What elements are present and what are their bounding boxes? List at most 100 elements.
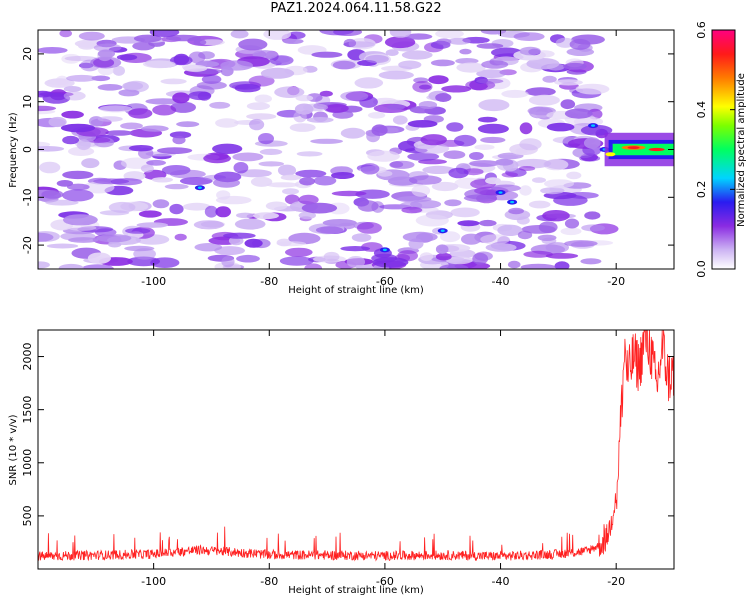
noise-blob — [564, 218, 580, 229]
noise-blob — [90, 56, 122, 69]
noise-blob — [152, 199, 170, 209]
noise-blob — [508, 207, 524, 215]
noise-blob — [38, 105, 57, 112]
y-tick-label: -10 — [21, 188, 34, 206]
noise-blob — [62, 189, 94, 202]
y-tick-label: 2000 — [21, 343, 34, 371]
noise-blob — [38, 141, 51, 148]
noise-blob — [461, 233, 482, 245]
noise-blob — [260, 67, 295, 79]
noise-blob — [253, 212, 279, 220]
noise-blob — [99, 210, 130, 216]
noise-blob — [519, 46, 541, 56]
noise-blob — [340, 127, 366, 139]
noise-blob — [83, 181, 115, 194]
noise-blob — [331, 172, 355, 179]
noise-blob — [48, 116, 67, 128]
noise-blob — [298, 211, 316, 220]
noise-blob — [435, 93, 452, 102]
noise-blob — [295, 94, 314, 102]
snr-panel: -100 -80 -60 -40 -20 500 1000 1500 2000 Height o… — [8, 329, 675, 596]
noise-blob — [234, 83, 261, 93]
noise-blob — [274, 86, 305, 98]
noise-blob — [544, 179, 574, 189]
noise-blob — [169, 203, 184, 215]
noise-blob — [469, 160, 500, 167]
noise-blob — [63, 91, 86, 101]
noise-blob — [532, 177, 546, 183]
noise-blob — [215, 118, 239, 128]
noise-blob — [127, 256, 160, 267]
noise-blob — [233, 162, 249, 174]
noise-blob — [367, 112, 386, 119]
noise-blob — [472, 252, 489, 265]
noise-blob — [116, 54, 138, 61]
noise-blob — [566, 171, 582, 180]
colorbar-tick-label: 0.0 — [695, 260, 708, 278]
noise-blob — [332, 60, 356, 70]
noise-blob — [319, 30, 354, 36]
noise-blob — [441, 85, 472, 93]
noise-blob — [407, 152, 440, 161]
noise-blob — [216, 190, 231, 200]
noise-blob — [188, 51, 206, 64]
noise-blob — [566, 47, 595, 57]
noise-blob — [311, 51, 343, 58]
noise-blob — [299, 177, 316, 186]
noise-blob — [38, 146, 65, 152]
noise-blob — [232, 152, 264, 162]
noise-blob — [285, 247, 313, 257]
x-tick-label: -20 — [607, 575, 625, 588]
noise-blob — [476, 69, 506, 79]
noise-blob — [537, 234, 557, 241]
noise-blob — [133, 248, 157, 260]
snr-xlabel: Height of straight line (km) — [288, 585, 424, 596]
y-tick-label: 0 — [21, 146, 34, 153]
x-tick-label: -40 — [492, 575, 510, 588]
x-tick-label: -80 — [260, 275, 278, 288]
noise-blob — [540, 187, 565, 195]
noise-blob — [60, 123, 96, 133]
noise-blob — [157, 147, 193, 155]
noise-blob — [401, 206, 423, 214]
noise-blob — [367, 150, 400, 162]
noise-blob — [448, 37, 471, 45]
noise-blob — [259, 148, 283, 155]
noise-blob — [523, 250, 554, 258]
noise-blob — [501, 89, 529, 98]
noise-blob — [564, 240, 598, 247]
noise-blob — [560, 99, 576, 110]
noise-blob — [277, 164, 297, 177]
noise-blob — [288, 232, 321, 245]
noise-blob — [583, 137, 601, 149]
noise-blob — [340, 91, 369, 101]
noise-blob — [351, 233, 372, 242]
noise-blob — [412, 81, 433, 93]
noise-blob — [554, 261, 570, 269]
noise-blob — [507, 260, 521, 269]
noise-hotspot-core — [498, 191, 503, 194]
noise-blob — [108, 201, 136, 213]
noise-blob — [221, 256, 235, 268]
noise-blob — [546, 122, 575, 132]
noise-blob — [348, 38, 376, 50]
noise-blob — [404, 33, 433, 40]
noise-blob — [402, 231, 438, 243]
noise-blob — [545, 253, 579, 259]
noise-blob — [38, 47, 68, 54]
noise-blob — [170, 55, 193, 66]
noise-blob — [525, 87, 556, 97]
noise-blob — [566, 192, 599, 199]
noise-blob — [265, 201, 288, 211]
noise-blob — [579, 155, 601, 162]
noise-blob — [160, 78, 187, 85]
noise-blob — [209, 101, 231, 109]
noise-blob — [445, 256, 473, 265]
noise-blob — [519, 122, 533, 135]
noise-blob — [517, 230, 533, 240]
noise-blob — [569, 38, 591, 50]
noise-blob — [146, 159, 167, 166]
noise-blob — [322, 219, 357, 227]
noise-blob — [249, 118, 265, 131]
noise-blob — [446, 122, 464, 132]
